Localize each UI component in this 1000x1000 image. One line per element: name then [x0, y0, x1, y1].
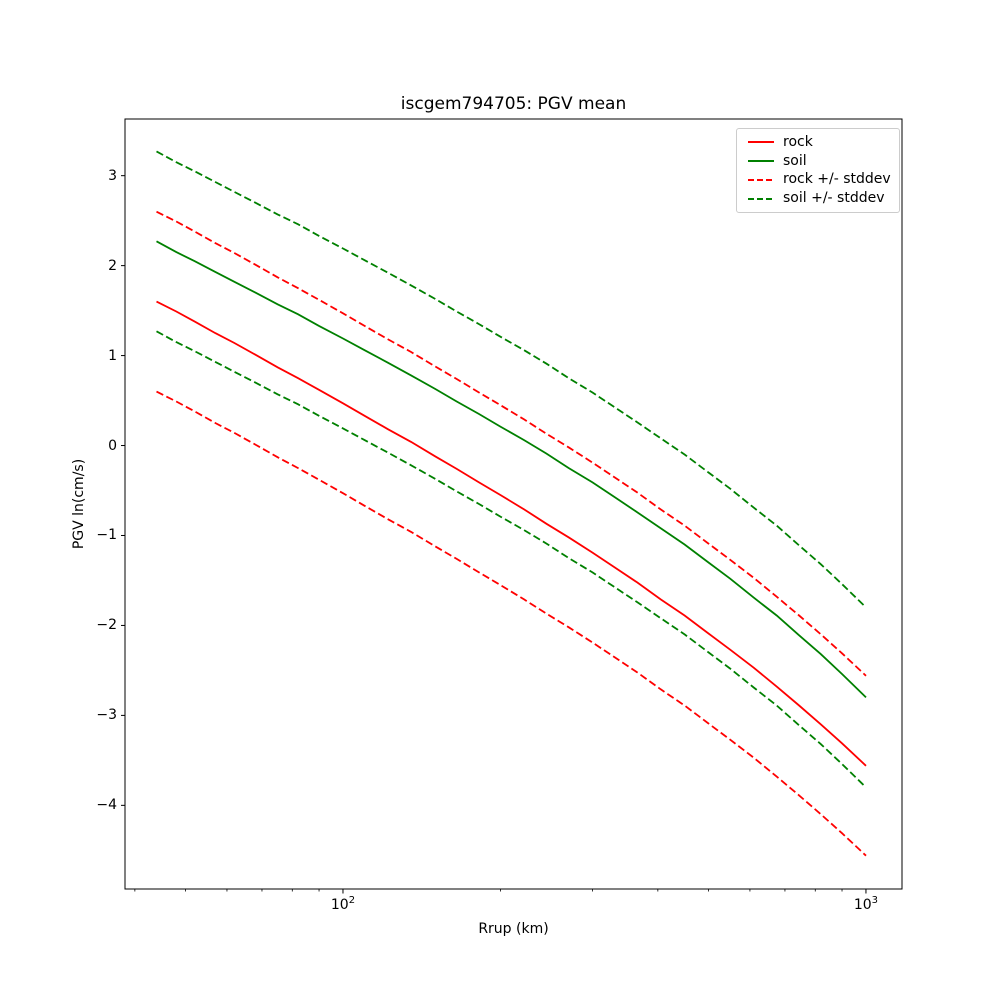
y-tick-label: −4 — [96, 797, 117, 814]
y-tick-label: 3 — [108, 167, 117, 184]
legend: rock soil rock +/- stddev soil +/- stddev — [736, 128, 900, 213]
y-tick-label: 0 — [108, 437, 117, 454]
legend-line-sample — [748, 178, 774, 181]
y-tick-label: −1 — [96, 527, 117, 544]
rock-curve — [156, 300, 867, 767]
x-tick-label-exponent: 3 — [871, 895, 879, 906]
legend-item-label: soil +/- stddev — [783, 190, 885, 207]
x-axis-label: Rrup (km) — [478, 921, 549, 937]
y-tick-label: −2 — [96, 617, 117, 634]
x-tick-label: 102 — [311, 895, 375, 916]
legend-item-label: rock +/- stddev — [783, 171, 891, 188]
soil-plus-stddev-curve — [156, 150, 867, 609]
soil-curve — [156, 240, 867, 699]
x-tick-label: 103 — [834, 895, 898, 916]
legend-item-soil: soil — [747, 153, 891, 170]
y-tick-label: −3 — [96, 707, 117, 724]
legend-line-sample — [748, 197, 774, 200]
chart-title: iscgem794705: PGV mean — [400, 94, 627, 114]
legend-item-label: soil — [783, 152, 807, 169]
legend-item-rock: rock — [747, 134, 891, 151]
x-tick-label-exponent: 2 — [348, 895, 356, 906]
axes-frame — [124, 118, 903, 890]
rock-plus-stddev-curve — [156, 210, 867, 677]
legend-line-sample — [748, 141, 774, 144]
legend-item-rock-stddev: rock +/- stddev — [747, 171, 891, 188]
x-tick-label-base: 10 — [330, 897, 349, 913]
soil-minus-stddev-curve — [156, 330, 867, 789]
y-tick-label: 1 — [108, 347, 117, 364]
legend-item-soil-stddev: soil +/- stddev — [747, 190, 891, 207]
y-tick-label: 2 — [108, 257, 117, 274]
legend-item-label: rock — [783, 133, 813, 150]
legend-line-sample — [748, 160, 774, 163]
x-tick-label-base: 10 — [853, 897, 872, 913]
rock-minus-stddev-curve — [156, 390, 867, 857]
